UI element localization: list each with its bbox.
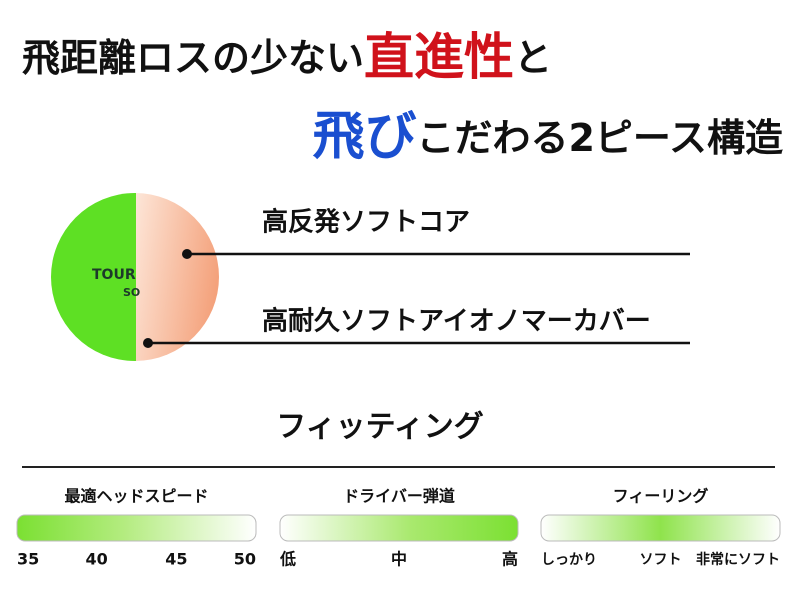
headline-part: と [514,36,552,80]
gauge-bar [279,514,519,542]
gauge-bar [540,514,781,542]
gauge-scale-label: しっかり [541,552,597,568]
headline-part: 飛距離ロスの少ない [22,36,364,80]
gauge-label: フィーリング [613,487,709,506]
gauge-label: ドライバー弾道 [343,487,455,506]
gauge-scale-label: 高 [502,550,518,569]
ball-text: TOUR [92,267,136,283]
headline-line1: 飛距離ロスの少ない直進性と [22,28,552,86]
gauge-scale-label: 40 [86,550,108,569]
section-title: フィッティング [276,410,484,445]
gauge-scale-label: 45 [165,550,187,569]
headline-part: こだわる2ピース構造 [416,116,783,160]
ball-text: SO [123,286,140,299]
gauge-scale-label: ソフト [640,552,682,568]
gauge-bar [16,514,257,542]
gauge-scale-label: 35 [17,550,39,569]
headline-accent: 直進性 [364,28,514,86]
gauge-label: 最適ヘッドスピード [64,487,208,506]
headline-line2: 飛びこだわる2ピース構造 [312,107,783,167]
gauge-scale-label: 中 [391,550,407,569]
callout-label: 高耐久ソフトアイオノマーカバー [262,306,651,337]
gauge-scale-label: 非常にソフト [696,551,780,568]
callout-label: 高反発ソフトコア [262,207,470,238]
gauge-scale-label: 低 [279,550,296,569]
gauge-scale-label: 50 [234,550,256,569]
headline-accent: 飛び [312,107,416,167]
